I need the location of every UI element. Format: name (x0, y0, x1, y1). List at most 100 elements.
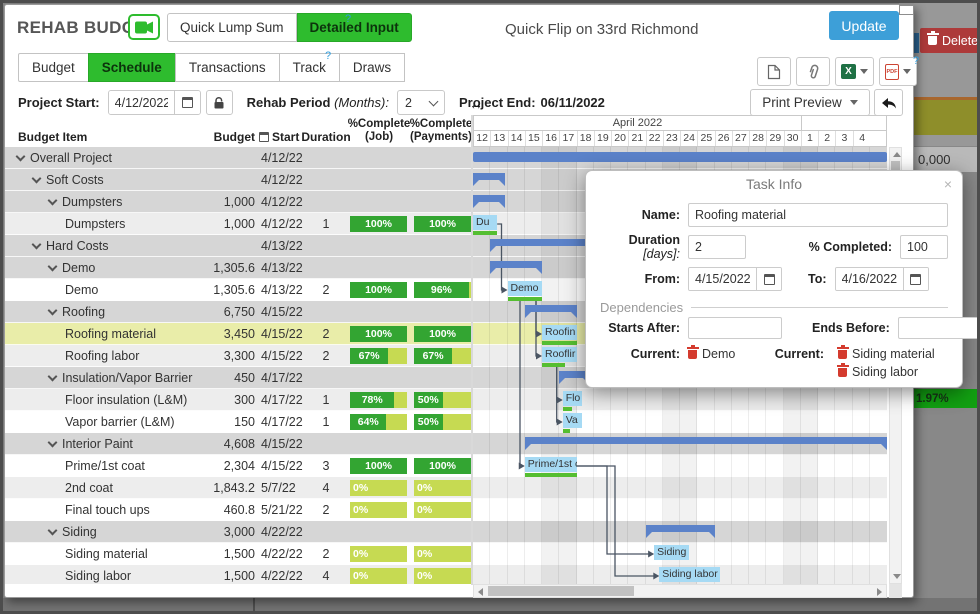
ends-before-input[interactable] (897, 317, 980, 339)
table-gantt-splitter[interactable] (471, 115, 473, 585)
percent-complete-job[interactable]: 100% (350, 282, 407, 298)
col-header-duration[interactable]: Duration (301, 130, 351, 144)
export-excel-button[interactable]: X (835, 57, 874, 86)
task-duration-input[interactable] (688, 235, 746, 259)
gantt-summary-bar[interactable] (473, 195, 505, 208)
table-row[interactable]: Prime/1st coat 2,304 4/15/22 3 100% 100% (5, 455, 471, 477)
from-calendar-button[interactable] (757, 268, 781, 290)
percent-complete-job[interactable]: 78% (350, 392, 407, 408)
gantt-summary-bar[interactable] (490, 261, 542, 274)
table-row[interactable]: 2nd coat 1,843.2 5/7/22 4 0% 0% (5, 477, 471, 499)
gantt-task-bar[interactable]: Rooflir (542, 347, 577, 367)
collapse-chevron-icon[interactable] (31, 239, 42, 249)
tab-schedule[interactable]: Schedule (87, 53, 176, 82)
export-pdf-button[interactable]: PDF (879, 57, 917, 86)
gantt-task-bar[interactable]: Prime/1st c (524, 457, 577, 477)
update-button[interactable]: Update (829, 11, 899, 40)
table-row[interactable]: Demo 1,305.6 4/13/22 2 100% 96% (5, 279, 471, 301)
table-row[interactable]: Soft Costs 4/12/22 (5, 169, 471, 191)
table-row[interactable]: Siding labor 1,500 4/22/22 4 0% 0% (5, 565, 471, 584)
gantt-task-bar[interactable]: Siding labor (659, 567, 720, 584)
export-help-link[interactable]: ? (913, 55, 920, 67)
project-start-input[interactable] (108, 91, 175, 114)
gantt-task-bar[interactable]: Du (473, 215, 498, 235)
table-row[interactable]: Siding material 1,500 4/22/22 2 0% 0% (5, 543, 471, 565)
gantt-horizontal-scrollbar[interactable] (473, 584, 887, 598)
percent-complete-job[interactable]: 64% (350, 414, 407, 430)
collapse-chevron-icon[interactable] (47, 371, 58, 381)
lock-start-date-button[interactable] (205, 90, 233, 115)
percent-complete-payments[interactable]: 0% (414, 546, 471, 562)
new-document-button[interactable] (757, 57, 791, 86)
quick-lump-sum-button[interactable]: Quick Lump Sum (167, 13, 297, 42)
task-to-input[interactable] (835, 268, 904, 290)
task-name-input[interactable] (688, 203, 948, 227)
maximize-window-icon[interactable] (899, 3, 914, 15)
delete-dependency-icon[interactable] (686, 344, 699, 359)
tab-transactions[interactable]: Transactions (174, 53, 280, 82)
gantt-summary-bar[interactable] (524, 305, 577, 318)
project-start-calendar-button[interactable] (174, 91, 200, 114)
percent-complete-job[interactable]: 100% (350, 458, 407, 474)
col-header-complete-job[interactable]: %Complete (Job) (347, 118, 411, 143)
collapse-chevron-icon[interactable] (47, 261, 58, 271)
table-row[interactable]: Dumpsters 1,000 4/12/22 1 100% 100% (5, 213, 471, 235)
percent-complete-payments[interactable]: 0% (414, 480, 471, 496)
table-row[interactable]: Dumpsters 1,000 4/12/22 (5, 191, 471, 213)
collapse-chevron-icon[interactable] (47, 525, 58, 535)
gantt-bar-overall[interactable] (473, 152, 887, 162)
percent-complete-payments[interactable]: 100% (414, 458, 471, 474)
starts-after-input[interactable] (688, 317, 782, 339)
detailed-input-button[interactable]: Detailed Input (296, 13, 412, 42)
splitter-resize-handle[interactable]: ↔ (469, 96, 483, 112)
gantt-task-bar[interactable]: Siding (654, 545, 689, 565)
delete-dependency-icon[interactable] (836, 362, 849, 377)
table-row[interactable]: Roofing labor 3,300 4/15/22 2 67% 67% (5, 345, 471, 367)
tab-draws[interactable]: Draws (338, 53, 406, 82)
collapse-chevron-icon[interactable] (15, 151, 26, 161)
table-row[interactable]: Vapor barrier (L&M) 150 4/17/22 1 64% 50% (5, 411, 471, 433)
percent-complete-payments[interactable]: 50% (414, 392, 471, 408)
table-row[interactable]: Overall Project 4/12/22 (5, 147, 471, 169)
scroll-left-icon[interactable] (478, 588, 483, 596)
gantt-summary-bar[interactable] (473, 173, 505, 186)
percent-complete-job[interactable]: 0% (350, 480, 407, 496)
to-calendar-button[interactable] (903, 268, 928, 290)
video-tutorial-button[interactable] (128, 14, 160, 40)
percent-complete-payments[interactable]: 50% (414, 414, 471, 430)
table-row[interactable]: Interior Paint 4,608 4/15/22 (5, 433, 471, 455)
collapse-chevron-icon[interactable] (47, 305, 58, 315)
col-header-budget-item[interactable]: Budget Item (18, 130, 88, 144)
gantt-task-bar[interactable]: Roofin (542, 325, 577, 345)
percent-complete-payments[interactable]: 0% (414, 502, 471, 518)
table-row[interactable]: Insulation/Vapor Barrier 450 4/17/22 (5, 367, 471, 389)
col-header-complete-payments[interactable]: %Complete (Payments) (409, 118, 473, 143)
tabs-help-link[interactable]: ? (325, 50, 332, 62)
scroll-up-icon[interactable] (893, 152, 901, 157)
percent-complete-job[interactable]: 100% (350, 216, 407, 232)
percent-complete-payments[interactable]: 96% (414, 282, 471, 298)
percent-complete-job[interactable]: 100% (350, 326, 407, 342)
table-row[interactable]: Floor insulation (L&M) 300 4/17/22 1 78% 50% (5, 389, 471, 411)
table-row[interactable]: Demo 1,305.6 4/13/22 (5, 257, 471, 279)
print-preview-button[interactable]: Print Preview (750, 89, 870, 116)
scroll-right-icon[interactable] (877, 588, 882, 596)
percent-complete-job[interactable]: 0% (350, 546, 407, 562)
scroll-down-icon[interactable] (893, 574, 901, 579)
table-row[interactable]: Final touch ups 460.8 5/21/22 2 0% 0% (5, 499, 471, 521)
gantt-task-bar[interactable]: Flo (562, 391, 582, 411)
percent-complete-payments[interactable]: 100% (414, 216, 471, 232)
collapse-chevron-icon[interactable] (31, 173, 42, 183)
gantt-task-bar[interactable]: Demo (507, 281, 542, 301)
percent-complete-payments[interactable]: 67% (414, 348, 471, 364)
percent-complete-job[interactable]: 0% (350, 568, 407, 584)
gantt-summary-bar[interactable] (524, 437, 887, 450)
rehab-period-select[interactable]: 2 (396, 90, 445, 115)
task-completed-input[interactable] (900, 235, 948, 259)
scrollbar-thumb[interactable] (488, 586, 634, 596)
table-row[interactable]: Roofing material 3,450 4/15/22 2 100% 100% (5, 323, 471, 345)
task-from-input[interactable] (689, 268, 757, 290)
percent-complete-payments[interactable]: 0% (414, 568, 471, 584)
help-link[interactable]: ? (345, 13, 352, 25)
undo-button[interactable] (874, 89, 903, 116)
